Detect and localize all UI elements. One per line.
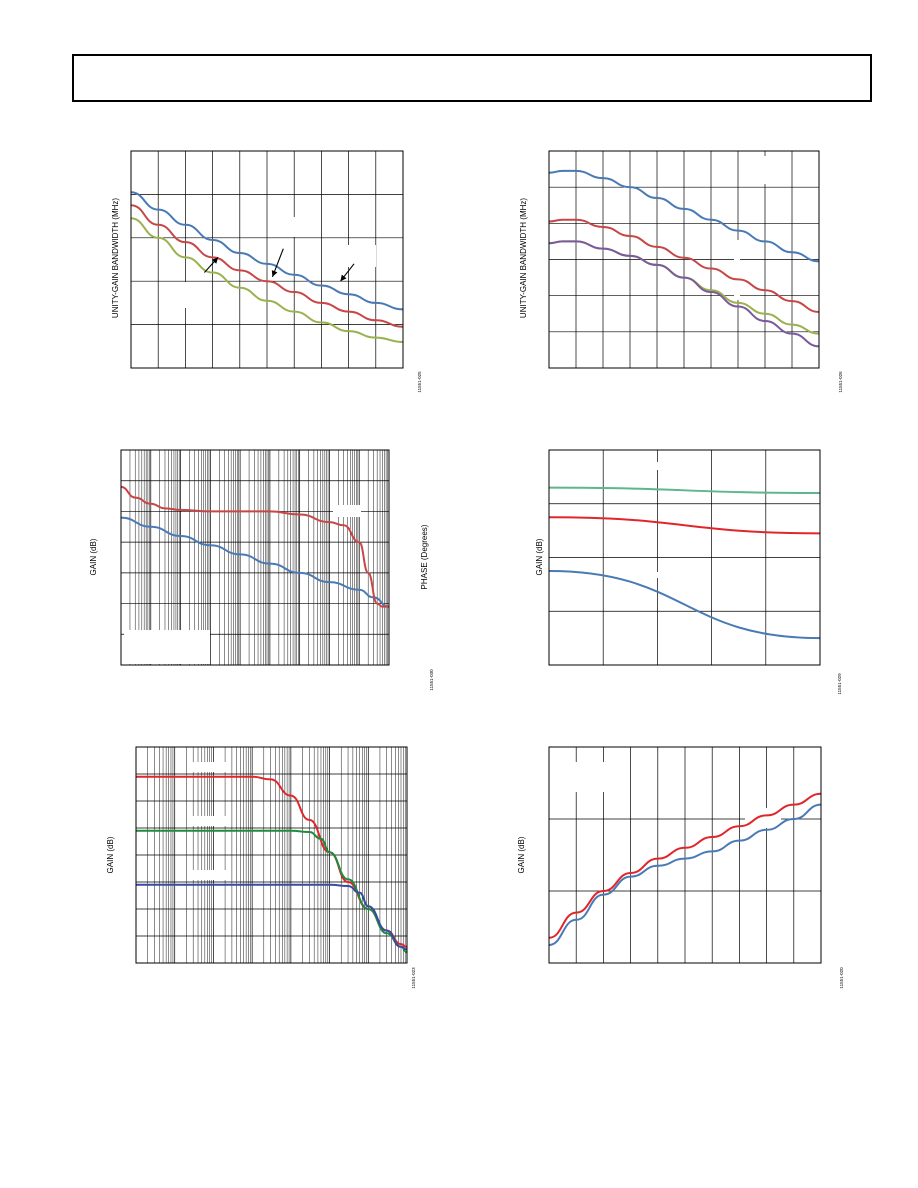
chart-0-label-area: [278, 217, 308, 237]
chart-0-series-green: [130, 217, 404, 343]
chart-3-ylabel: GAIN (dB): [535, 538, 544, 575]
chart-2-label-area: [124, 630, 210, 664]
chart-0-arrow: [340, 263, 355, 282]
chart-1-label-area: [758, 156, 788, 184]
chart-2-series-red: [120, 485, 389, 608]
chart-3-series-blue: [548, 569, 821, 640]
chart-4-series-dark_green: [136, 829, 408, 954]
chart-4-label-area: [190, 762, 228, 772]
chart-5-figure-id: 11551-020: [839, 967, 844, 989]
chart-3-figure-id: 11551-029: [837, 673, 842, 695]
chart-0-ylabel: UNITY-GAIN BANDWIDTH (MHz): [111, 198, 120, 318]
chart-5-series-blue: [548, 803, 822, 946]
chart-5-label-area: [572, 762, 610, 792]
chart-1-figure-id: 11551-026: [838, 371, 843, 393]
chart-1-series-purple: [548, 240, 820, 348]
chart-2-label-area: [333, 505, 361, 517]
chart-2-ylabel-right: PHASE (Degrees): [420, 524, 429, 589]
chart-ugb-left: UNITY-GAIN BANDWIDTH (MHz) 11551-025: [111, 150, 422, 393]
chart-5-plot-frame: [548, 746, 822, 964]
chart-1-ylabel: UNITY-GAIN BANDWIDTH (MHz): [519, 198, 528, 318]
chart-1-plot-frame: [548, 150, 820, 369]
chart-4-figure-id: 11551-023: [411, 967, 416, 989]
chart-gain-phase: GAIN (dB) PHASE (Degrees) 11551-030: [89, 449, 434, 691]
chart-0-series-blue: [130, 191, 404, 311]
chart-2-figure-id: 11551-030: [429, 669, 434, 691]
chart-4-label-area: [190, 816, 228, 826]
chart-2-plot-frame: [120, 449, 390, 666]
chart-0-series-red: [130, 204, 404, 328]
chart-0-arrow: [204, 256, 219, 273]
chart-5-series-bright_red: [548, 792, 822, 939]
chart-gain-frequency: GAIN (dB) 11551-023: [106, 746, 416, 989]
chart-2-grid: [120, 450, 389, 665]
chart-ugb-right: UNITY-GAIN BANDWIDTH (MHz) 11551-026: [519, 150, 843, 393]
chart-3-series-bright_red: [548, 516, 821, 535]
chart-5-label-area: [745, 808, 781, 828]
chart-4-series-navy: [135, 883, 408, 951]
chart-3-series-teal: [548, 486, 821, 494]
chart-0-figure-id: 11551-025: [417, 371, 422, 393]
chart-0-label-area: [178, 282, 200, 308]
chart-3-grid: [549, 450, 820, 665]
page-header-box: [72, 54, 872, 102]
chart-3-plot-frame: [548, 449, 821, 666]
chart-4-ylabel: GAIN (dB): [106, 836, 115, 873]
chart-2-series-blue: [120, 516, 390, 608]
chart-4-plot-frame: [135, 746, 408, 964]
chart-0-arrow: [271, 248, 284, 278]
chart-gain-linear: GAIN (dB) 11551-029: [535, 449, 842, 695]
chart-5-grid: [549, 747, 821, 963]
chart-4-label-area: [190, 870, 228, 880]
chart-1-series-red: [548, 218, 820, 313]
chart-5-ylabel: GAIN (dB): [517, 836, 526, 873]
chart-0-plot-frame: [130, 150, 404, 369]
chart-gain-rising: GAIN (dB) 11551-020: [517, 746, 844, 989]
chart-1-label-area: [734, 240, 740, 300]
chart-3-label-area: [655, 462, 661, 470]
chart-3-label-area: [655, 572, 661, 578]
chart-2-ylabel: GAIN (dB): [89, 538, 98, 575]
chart-0-label-area: [342, 245, 376, 267]
chart-1-grid: [549, 151, 819, 368]
chart-0-grid: [131, 151, 403, 368]
chart-1-series-blue: [548, 169, 820, 263]
